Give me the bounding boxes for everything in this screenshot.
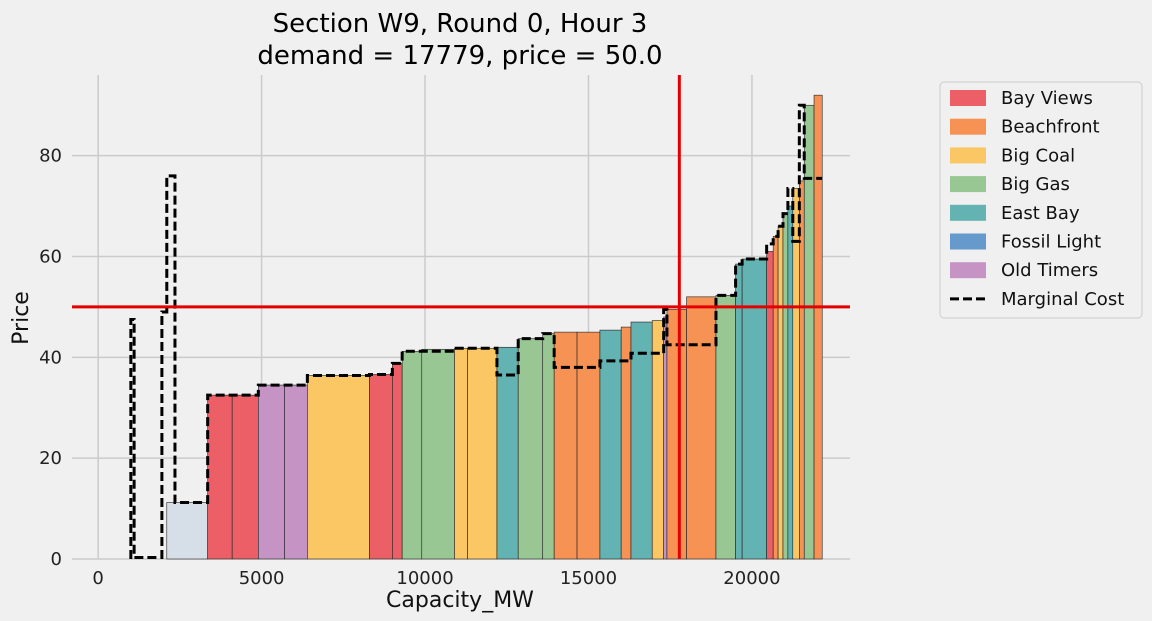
bar-bay-views — [392, 363, 403, 560]
legend-swatch-fossil-light — [950, 233, 986, 250]
bar-big-gas — [715, 295, 736, 560]
chart-title: Section W9, Round 0, Hour 3 — [273, 9, 648, 39]
x-tick-label: 5000 — [239, 568, 285, 589]
bar-east-bay — [741, 258, 767, 560]
legend-swatch-beachfront — [950, 118, 986, 135]
y-axis-label: Price — [9, 291, 34, 345]
legend-swatch-bay-views — [950, 90, 986, 106]
bar-bay-views — [231, 394, 259, 560]
y-tick-label: 40 — [39, 347, 62, 368]
bar-beachfront — [666, 309, 687, 560]
bar-big-gas — [542, 333, 555, 560]
bar-east-bay — [787, 205, 794, 560]
x-tick-label: 0 — [92, 568, 103, 589]
bar-big-coal — [777, 225, 784, 560]
bar-big-coal — [792, 188, 800, 560]
legend-label: East Bay — [1001, 203, 1080, 224]
legend: Bay Views Beachfront Big Coal Big Gas East B… — [939, 81, 1143, 319]
bar-big-coal — [307, 375, 370, 560]
legend-swatch-big-coal — [950, 147, 986, 164]
bar-beachfront — [799, 180, 805, 560]
bar-bay-views — [207, 394, 233, 560]
bars-group — [166, 94, 823, 560]
legend-label: Big Coal — [1001, 145, 1075, 166]
reference-lines — [72, 75, 850, 559]
legend-swatch-old-timers — [950, 262, 986, 279]
legend-label: Marginal Cost — [1001, 289, 1124, 310]
legend-box — [939, 81, 1143, 319]
x-axis-label: Capacity_MW — [386, 588, 534, 613]
y-tick-label: 60 — [39, 247, 62, 268]
x-tick-label: 20000 — [723, 568, 780, 589]
y-tick-label: 80 — [39, 146, 62, 167]
legend-label: Fossil Light — [1001, 232, 1101, 253]
legend-label: Big Gas — [1001, 174, 1070, 195]
bar-east-bay — [599, 329, 622, 560]
bar-unassigned — [166, 502, 208, 560]
bar-east-bay — [496, 346, 519, 560]
bar-beachfront — [813, 94, 823, 560]
legend-label: Beachfront — [1001, 117, 1100, 138]
legend-swatch-east-bay — [950, 204, 986, 221]
tick-labels: 0 5000 10000 15000 20000 0 20 40 60 80 — [39, 146, 780, 589]
bar-big-gas — [782, 213, 789, 560]
legend-label: Bay Views — [1001, 88, 1093, 109]
bar-beachfront — [772, 236, 779, 560]
x-tick-label: 10000 — [396, 568, 453, 589]
bar-big-coal — [651, 320, 664, 560]
bar-old-timers — [284, 384, 308, 560]
bar-big-coal — [467, 347, 498, 560]
bar-big-gas — [401, 350, 423, 560]
bar-bay-views — [369, 374, 393, 560]
bar-big-gas — [421, 348, 455, 560]
chart-subtitle: demand = 17779, price = 50.0 — [257, 41, 662, 71]
bar-big-coal — [454, 347, 468, 560]
bar-old-timers — [258, 384, 285, 560]
legend-swatch-big-gas — [950, 176, 986, 193]
bar-bay-views — [766, 251, 774, 560]
y-tick-label: 0 — [51, 549, 62, 570]
x-tick-label: 15000 — [560, 568, 617, 589]
bar-old-timers — [663, 316, 668, 560]
marginal-cost-line — [129, 103, 823, 559]
bar-big-gas — [517, 338, 544, 560]
bar-beachfront — [686, 296, 717, 560]
legend-label: Old Timers — [1001, 260, 1098, 281]
marginal-cost-group — [129, 103, 823, 559]
y-tick-label: 20 — [39, 448, 62, 469]
bar-east-bay — [630, 321, 653, 560]
